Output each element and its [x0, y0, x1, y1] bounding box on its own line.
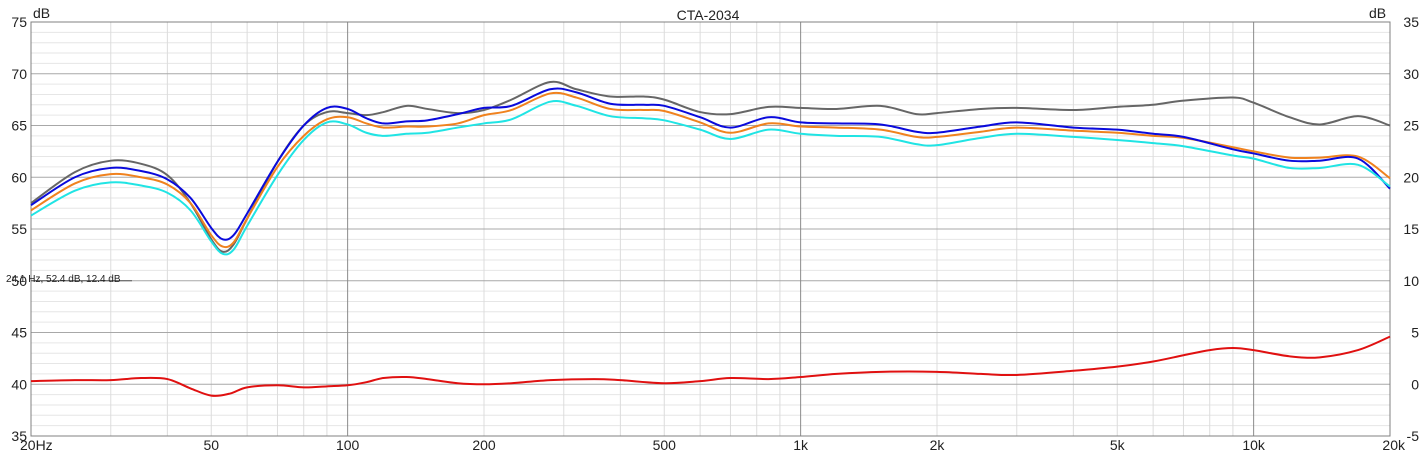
y-left-tick-label: 75 — [11, 14, 27, 30]
cursor-readout: 24.1 Hz, 52.4 dB, 12.4 dB — [6, 274, 121, 285]
series-line-1 — [30, 80, 1391, 253]
x-tick-label: 5k — [1110, 437, 1126, 451]
y-left-tick-label: 45 — [11, 325, 27, 341]
chart-title: CTA-2034 — [677, 7, 740, 23]
y-left-tick-label: 50 — [11, 273, 27, 289]
y-right-tick-label: 10 — [1403, 273, 1419, 289]
series-line-5 — [30, 335, 1391, 397]
y-left-tick-label: 35 — [11, 428, 27, 444]
y-right-tick-label: 15 — [1403, 221, 1419, 237]
y-right-tick-label: 30 — [1403, 66, 1419, 82]
x-tick-label: 20k — [1382, 437, 1406, 451]
y-right-tick-label: 5 — [1411, 325, 1419, 341]
y-right-tick-label: 25 — [1403, 118, 1419, 134]
x-tick-label: 1k — [793, 437, 809, 451]
right-axis-unit: dB — [1369, 5, 1386, 21]
series-line-2 — [30, 91, 1391, 249]
series-line-3 — [30, 87, 1391, 241]
grid — [30, 21, 1391, 437]
y-left-tick-label: 70 — [11, 66, 27, 82]
series-layer — [30, 80, 1391, 397]
x-tick-label: 2k — [930, 437, 946, 451]
y-right-tick-label: 35 — [1403, 14, 1419, 30]
y-right-tick-label: 20 — [1403, 169, 1419, 185]
x-tick-label: 100 — [336, 437, 360, 451]
series-line-4 — [30, 100, 1391, 256]
x-tick-label: 500 — [653, 437, 677, 451]
y-left-tick-label: 60 — [11, 169, 27, 185]
y-left-tick-label: 55 — [11, 221, 27, 237]
x-tick-label: 10k — [1242, 437, 1266, 451]
plot-frame — [30, 21, 1391, 437]
y-right-tick-label: -5 — [1407, 428, 1420, 444]
y-left-tick-label: 40 — [11, 376, 27, 392]
y-left-tick-label: 65 — [11, 118, 27, 134]
y-right-tick-label: 0 — [1411, 376, 1419, 392]
x-tick-label: 50 — [203, 437, 219, 451]
left-axis-unit: dB — [33, 5, 50, 21]
axis-labels: CTA-2034 dB dB 24.1 Hz, 52.4 dB, 12.4 dB… — [6, 5, 1419, 451]
x-tick-label: 200 — [472, 437, 496, 451]
x-tick-label: 20Hz — [20, 437, 53, 451]
